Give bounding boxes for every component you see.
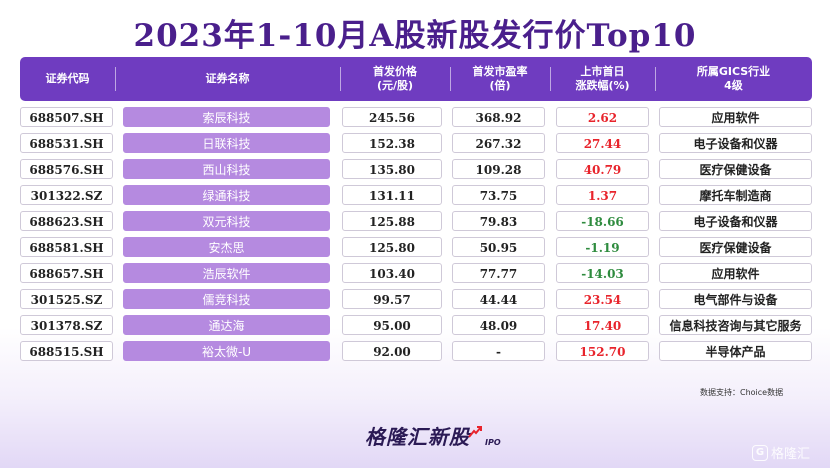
cell-industry: 摩托车制造商	[659, 185, 812, 205]
cell-industry: 电气部件与设备	[659, 289, 812, 309]
table-row: 688507.SH 索辰科技 245.56 368.92 2.62 应用软件	[0, 107, 830, 127]
cell-name: 浩辰软件	[123, 263, 330, 283]
cell-change: 23.54	[556, 289, 649, 309]
brand-sub: IPO	[485, 438, 501, 447]
table-row: 688623.SH 双元科技 125.88 79.83 -18.66 电子设备和仪器	[0, 211, 830, 231]
header-industry: 所属GICS行业 4级	[655, 57, 812, 101]
cell-code: 301378.SZ	[20, 315, 113, 335]
cell-pe: 79.83	[452, 211, 545, 231]
watermark-text: 格隆汇	[771, 447, 811, 462]
table-row: 688657.SH 浩辰软件 103.40 77.77 -14.03 应用软件	[0, 263, 830, 283]
cell-price: 92.00	[342, 341, 442, 361]
cell-code: 688581.SH	[20, 237, 113, 257]
cell-code: 688515.SH	[20, 341, 113, 361]
cell-pe: 77.77	[452, 263, 545, 283]
cell-code: 688531.SH	[20, 133, 113, 153]
cell-change: 2.62	[556, 107, 649, 127]
cell-change: 40.79	[556, 159, 649, 179]
cell-price: 125.88	[342, 211, 442, 231]
brand-text: 格隆汇新股	[365, 425, 470, 449]
cell-code: 301525.SZ	[20, 289, 113, 309]
cell-code: 688576.SH	[20, 159, 113, 179]
page-title: 2023年1-10月A股新股发行价Top10	[133, 18, 697, 54]
watermark: G 格隆汇	[752, 443, 810, 462]
header-price: 首发价格 (元/股)	[340, 57, 450, 101]
cell-industry: 医疗保健设备	[659, 159, 812, 179]
trend-arrow-icon	[468, 426, 482, 438]
cell-price: 245.56	[342, 107, 442, 127]
cell-price: 99.57	[342, 289, 442, 309]
cell-pe: 109.28	[452, 159, 545, 179]
cell-pe: -	[452, 341, 545, 361]
cell-name: 绿通科技	[123, 185, 330, 205]
header-name: 证券名称	[115, 57, 340, 101]
cell-change: -1.19	[556, 237, 649, 257]
cell-change: 17.40	[556, 315, 649, 335]
table-row: 688581.SH 安杰思 125.80 50.95 -1.19 医疗保健设备	[0, 237, 830, 257]
table-row: 301322.SZ 绿通科技 131.11 73.75 1.37 摩托车制造商	[0, 185, 830, 205]
cell-industry: 应用软件	[659, 263, 812, 283]
cell-name: 日联科技	[123, 133, 330, 153]
cell-code: 688623.SH	[20, 211, 113, 231]
data-source-note: 数据支持：Choice数据	[700, 388, 784, 397]
cell-change: 27.44	[556, 133, 649, 153]
cell-industry: 半导体产品	[659, 341, 812, 361]
table-row: 301378.SZ 通达海 95.00 48.09 17.40 信息科技咨询与其它服务	[0, 315, 830, 335]
cell-code: 688657.SH	[20, 263, 113, 283]
table-row: 301525.SZ 儒竞科技 99.57 44.44 23.54 电气部件与设备	[0, 289, 830, 309]
cell-price: 135.80	[342, 159, 442, 179]
table-row: 688531.SH 日联科技 152.38 267.32 27.44 电子设备和仪器	[0, 133, 830, 153]
cell-pe: 368.92	[452, 107, 545, 127]
table-row: 688576.SH 西山科技 135.80 109.28 40.79 医疗保健设备	[0, 159, 830, 179]
header-code: 证券代码	[45, 72, 90, 85]
cell-pe: 73.75	[452, 185, 545, 205]
header-change: 上市首日 涨跌幅(%)	[550, 57, 655, 101]
cell-pe: 48.09	[452, 315, 545, 335]
cell-name: 裕太微-U	[123, 341, 330, 361]
cell-name: 索辰科技	[123, 107, 330, 127]
table-row: 688515.SH 裕太微-U 92.00-152.70 半导体产品	[0, 341, 830, 361]
watermark-logo-icon: G	[752, 444, 768, 461]
cell-name: 双元科技	[123, 211, 330, 231]
cell-price: 125.80	[342, 237, 442, 257]
table-header: 证券代码 证券名称 首发价格 (元/股) 首发市盈率 (倍) 上市首日 涨跌幅(%) …	[20, 57, 812, 101]
cell-industry: 电子设备和仪器	[659, 211, 812, 231]
cell-price: 95.00	[342, 315, 442, 335]
cell-pe: 50.95	[452, 237, 545, 257]
cell-industry: 信息科技咨询与其它服务	[659, 315, 812, 335]
brand-logo: 格隆汇新股 IPO	[365, 420, 501, 450]
cell-pe: 44.44	[452, 289, 545, 309]
cell-price: 103.40	[342, 263, 442, 283]
cell-price: 131.11	[342, 185, 442, 205]
cell-industry: 应用软件	[659, 107, 812, 127]
cell-change: 152.70	[556, 341, 649, 361]
cell-name: 安杰思	[123, 237, 330, 257]
cell-price: 152.38	[342, 133, 442, 153]
header-pe: 首发市盈率 (倍)	[450, 57, 550, 101]
cell-name: 通达海	[123, 315, 330, 335]
cell-pe: 267.32	[452, 133, 545, 153]
cell-name: 儒竞科技	[123, 289, 330, 309]
cell-change: 1.37	[556, 185, 649, 205]
cell-code: 301322.SZ	[20, 185, 113, 205]
cell-change: -18.66	[556, 211, 649, 231]
cell-industry: 电子设备和仪器	[659, 133, 812, 153]
cell-change: -14.03	[556, 263, 649, 283]
cell-code: 688507.SH	[20, 107, 113, 127]
cell-industry: 医疗保健设备	[659, 237, 812, 257]
cell-name: 西山科技	[123, 159, 330, 179]
